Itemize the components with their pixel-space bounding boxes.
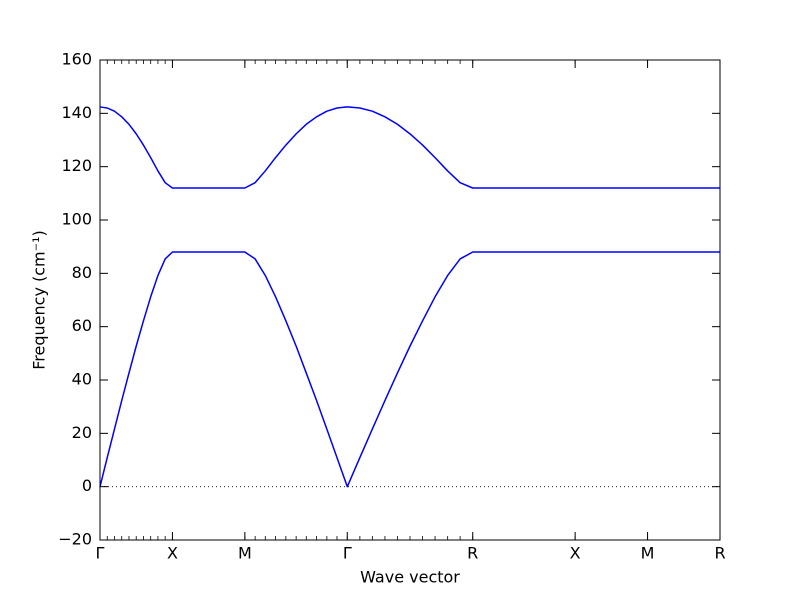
y-tick-label: 100	[61, 210, 92, 229]
y-tick-label: 120	[61, 156, 92, 175]
y-tick-label: 20	[72, 423, 92, 442]
y-tick-label: 0	[82, 476, 92, 495]
band-line	[99, 106, 720, 189]
y-axis-label: Frequency (cm⁻¹)	[30, 230, 49, 369]
plot-frame	[99, 59, 721, 541]
x-tick-label: X	[167, 544, 178, 563]
x-tick-label: Γ	[343, 544, 352, 563]
x-tick-label: R	[467, 544, 478, 563]
y-tick-label: −20	[58, 530, 92, 549]
x-tick-label: X	[570, 544, 581, 563]
y-tick-label: 60	[72, 316, 92, 335]
y-tick-label: 160	[61, 50, 92, 69]
x-tick-label: R	[714, 544, 725, 563]
x-axis-label: Wave vector	[360, 568, 460, 587]
y-tick-label: 80	[72, 263, 92, 282]
x-tick-label: Γ	[96, 544, 105, 563]
y-tick-label: 140	[61, 103, 92, 122]
band-line	[99, 251, 720, 488]
x-tick-label: M	[641, 544, 655, 563]
y-tick-label: 40	[72, 370, 92, 389]
x-tick-label: M	[238, 544, 252, 563]
